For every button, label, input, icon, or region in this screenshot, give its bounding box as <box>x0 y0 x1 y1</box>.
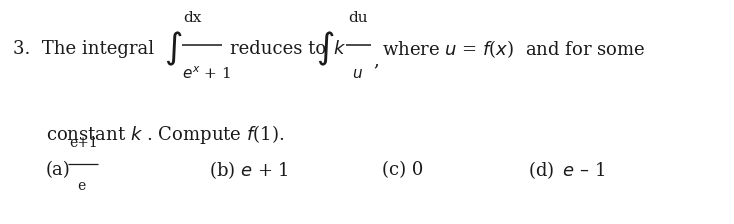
Text: $e^x$ + 1: $e^x$ + 1 <box>182 66 231 82</box>
Text: (b) $e$ + 1: (b) $e$ + 1 <box>209 159 289 181</box>
Text: $u$: $u$ <box>352 67 363 81</box>
Text: e+1: e+1 <box>70 136 98 150</box>
Text: constant $k$ . Compute $f$(1).: constant $k$ . Compute $f$(1). <box>46 123 284 146</box>
Text: $\int$: $\int$ <box>164 30 183 68</box>
Text: ,: , <box>373 52 379 69</box>
Text: where $u$ = $f$($x$)  and for some: where $u$ = $f$($x$) and for some <box>382 38 646 60</box>
Text: 3.  The integral: 3. The integral <box>13 40 154 58</box>
Text: $\int$: $\int$ <box>316 30 334 68</box>
Text: (a): (a) <box>46 161 70 179</box>
Text: du: du <box>349 11 368 25</box>
Text: (c) 0: (c) 0 <box>382 161 423 179</box>
Text: (d)  $e$ – 1: (d) $e$ – 1 <box>528 159 606 181</box>
Text: dx: dx <box>184 11 202 25</box>
Text: e: e <box>77 179 85 193</box>
Text: $k$: $k$ <box>333 40 346 58</box>
Text: reduces to: reduces to <box>230 40 326 58</box>
